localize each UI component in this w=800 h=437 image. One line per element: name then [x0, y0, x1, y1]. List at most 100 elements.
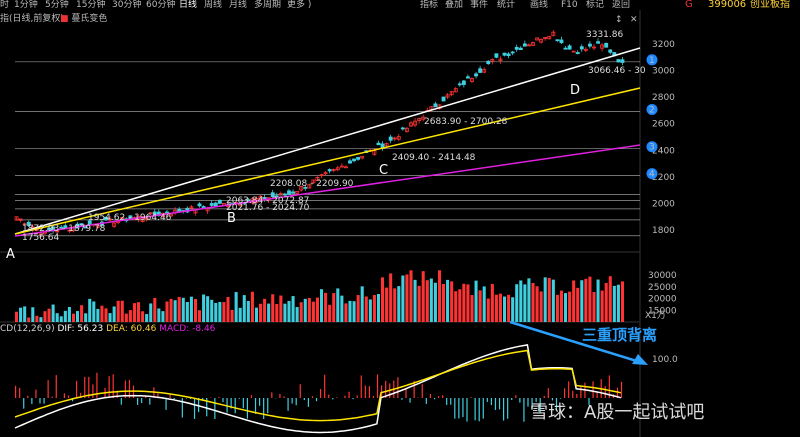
candle-body: [449, 91, 454, 96]
volume-bar: [137, 302, 141, 322]
candle-body: [55, 230, 60, 233]
volume-bar: [104, 308, 108, 322]
macd-bar: [576, 393, 578, 398]
volume-bar: [291, 296, 295, 322]
period-5min[interactable]: 5分钟: [45, 0, 69, 10]
volume-bar: [446, 279, 450, 322]
candle-body: [258, 195, 263, 200]
macd-bar: [165, 398, 167, 410]
volume-bar: [279, 295, 283, 322]
volume-bar: [84, 313, 88, 322]
period-daily[interactable]: 日线: [179, 0, 198, 10]
macd-bar: [145, 396, 147, 398]
candle-body: [189, 206, 194, 209]
macd-bar: [254, 398, 257, 414]
volume-bar: [535, 286, 539, 322]
macd-bar: [523, 398, 525, 422]
tool-draw[interactable]: 画线: [530, 0, 549, 10]
volume-bar: [210, 299, 214, 322]
volume-bar: [368, 299, 372, 322]
candle-body: [575, 52, 580, 55]
macd-bar: [67, 395, 70, 398]
macd-bar: [543, 395, 545, 398]
symbol-marker: G: [685, 0, 693, 10]
macd-bar: [531, 398, 533, 410]
candle-body: [616, 59, 621, 63]
volume-bar: [299, 302, 303, 322]
macd-bar: [283, 396, 285, 398]
macd-bar: [409, 398, 411, 403]
macd-bar: [535, 398, 537, 402]
volume-bar: [242, 295, 246, 322]
candle-body: [531, 42, 535, 46]
macd-bar: [344, 395, 346, 398]
volume-tick: 20000: [648, 295, 677, 305]
period-15min[interactable]: 15分钟: [76, 0, 106, 10]
period-monthly[interactable]: 月线: [229, 0, 248, 10]
tool-f10[interactable]: F10: [561, 0, 578, 10]
volume-bar: [23, 306, 27, 322]
point-a: A: [6, 247, 15, 262]
macd-bar: [458, 398, 460, 419]
volume-bar: [283, 303, 287, 322]
volume-bar: [218, 301, 222, 322]
trendline-magenta: [14, 144, 641, 237]
point-c: C: [379, 163, 388, 178]
volume-bar: [259, 303, 263, 322]
tool-stats[interactable]: 统计: [497, 0, 516, 10]
macd-bar: [592, 381, 594, 398]
period-30min[interactable]: 30分钟: [112, 0, 142, 10]
macd-bar: [429, 393, 431, 398]
macd-bar: [202, 398, 204, 401]
marker-circle[interactable]: [646, 103, 658, 115]
candle-body: [441, 96, 446, 102]
macd-name: CD(12,26,9): [0, 324, 55, 334]
marker-circle[interactable]: [646, 54, 658, 66]
macd-bar: [498, 398, 501, 410]
candle-body: [579, 46, 584, 50]
volume-bar: [604, 283, 608, 322]
period-multi[interactable]: 多周期: [254, 0, 282, 10]
period-weekly[interactable]: 周线: [204, 0, 223, 10]
expand-icon[interactable]: ↕: [615, 15, 623, 25]
tool-overlay[interactable]: 叠加: [445, 0, 464, 10]
macd-bar: [494, 398, 497, 410]
volume-bar: [466, 284, 470, 322]
volume-bar: [120, 300, 124, 322]
tool-mark[interactable]: 标记: [586, 0, 605, 10]
tool-events[interactable]: 事件: [470, 0, 489, 10]
volume-bar: [372, 294, 376, 322]
volume-bar: [511, 297, 515, 322]
close-icon[interactable]: ✕: [630, 15, 638, 25]
macd-bar: [222, 398, 224, 403]
candle-body: [376, 142, 381, 146]
candle-body: [348, 160, 352, 164]
candle-body: [67, 229, 72, 232]
candle-body: [299, 186, 304, 191]
volume-bar: [181, 297, 185, 322]
macd-bar: [295, 398, 297, 406]
macd-value: MACD: -8.46: [159, 324, 216, 334]
macd-bar: [137, 398, 139, 405]
volume-tick: 25000: [648, 283, 677, 293]
volume-bar: [336, 288, 340, 322]
tool-indicator[interactable]: 指标: [420, 0, 439, 10]
tool-back[interactable]: 返回: [612, 0, 631, 10]
volume-bar: [108, 313, 112, 322]
macd-bar: [511, 398, 513, 401]
volume-bar: [596, 279, 600, 322]
period-60min[interactable]: 60分钟: [146, 0, 176, 10]
macd-bar: [242, 398, 244, 409]
marker-circle[interactable]: [646, 141, 658, 153]
volume-bar: [600, 290, 604, 322]
period-more[interactable]: 更多 ): [287, 0, 312, 10]
color-mode-toggle[interactable]: ■ 蔓氏变色: [60, 14, 108, 24]
period-hour[interactable]: 时: [0, 0, 10, 10]
marker-circle[interactable]: [646, 168, 658, 180]
label-high: 3331.86: [586, 30, 623, 40]
volume-bar: [35, 315, 39, 322]
candle-body: [339, 165, 344, 168]
period-1min[interactable]: 1分钟: [14, 0, 38, 10]
